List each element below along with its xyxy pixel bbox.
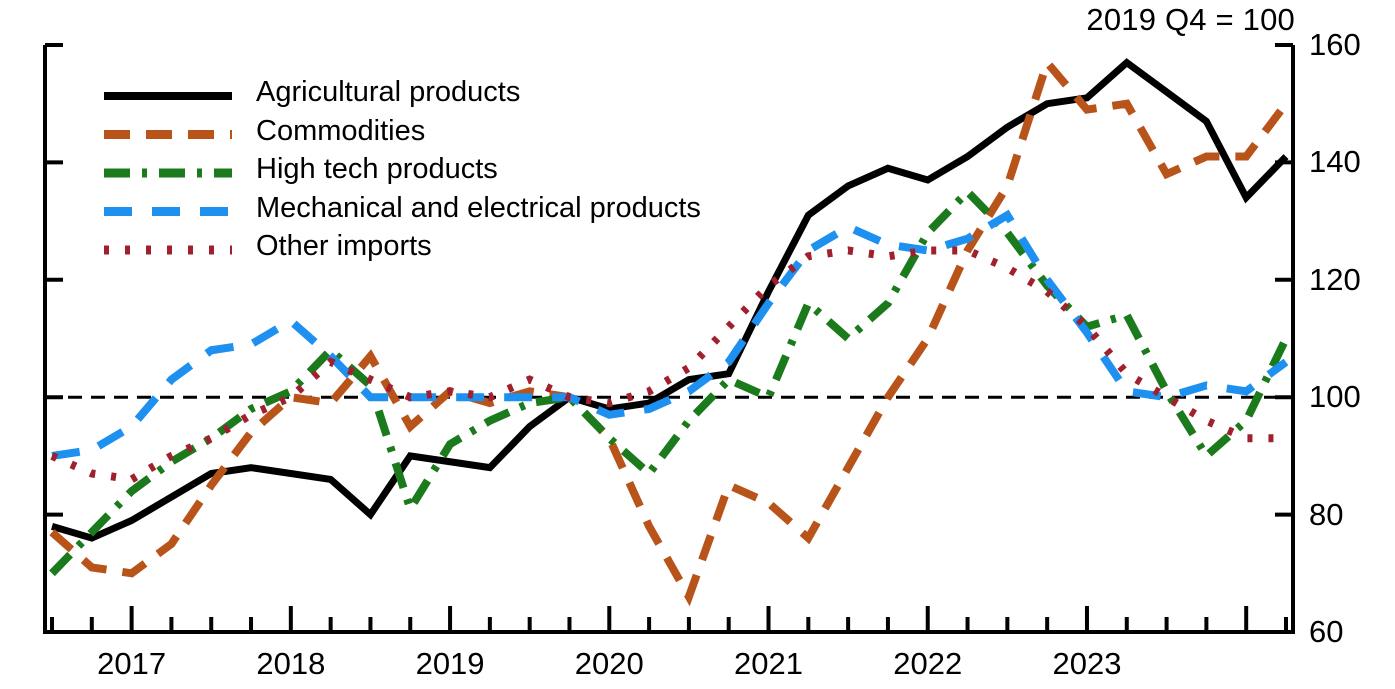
x-axis-tick-label: 2018 xyxy=(256,646,326,681)
x-axis-tick-label: 2019 xyxy=(415,646,485,681)
x-axis-tick-label: 2020 xyxy=(574,646,644,681)
series-line-1 xyxy=(49,54,1290,607)
x-axis-tick-label: 2022 xyxy=(893,646,963,681)
legend-item-label: Other imports xyxy=(256,230,432,262)
x-axis-tick-label: 2021 xyxy=(734,646,803,681)
chart-title: 2019 Q4 = 100 xyxy=(1086,2,1295,37)
legend-item-label: High tech products xyxy=(256,153,498,185)
legend-item-label: Mechanical and electrical products xyxy=(256,191,701,224)
series-line-0 xyxy=(51,58,1289,542)
legend-item-label: Agricultural products xyxy=(256,76,521,108)
y-axis-tick-label: 80 xyxy=(1309,496,1344,532)
legend-item-label: Commodities xyxy=(256,114,426,147)
series-line-4 xyxy=(50,246,1286,484)
y-axis-tick-label: 120 xyxy=(1309,261,1361,297)
y-axis-tick-label: 140 xyxy=(1309,144,1361,180)
x-axis-tick-label: 2017 xyxy=(97,646,167,681)
y-axis-tick-label: 60 xyxy=(1309,614,1344,649)
x-axis-tick-label: 2023 xyxy=(1052,646,1122,681)
y-axis-tick-label: 100 xyxy=(1309,379,1361,415)
y-axis-tick-label: 160 xyxy=(1309,27,1361,62)
